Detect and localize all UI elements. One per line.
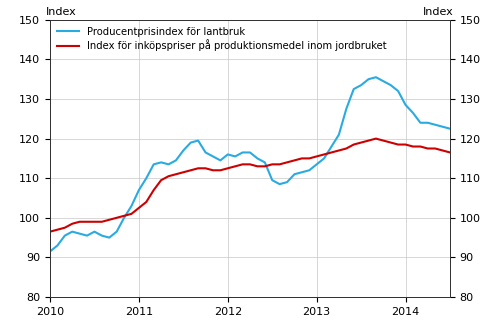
Text: Index: Index (46, 7, 77, 17)
Index för inköpspriser på produktionsmedel inom jordbruket (47, 230, 53, 234)
Producentprisindex för lantbruk (373, 75, 379, 79)
Text: Index: Index (423, 7, 454, 17)
Index för inköpspriser på produktionsmedel inom jordbruket (173, 172, 179, 176)
Producentprisindex för lantbruk (47, 249, 53, 253)
Line: Producentprisindex för lantbruk: Producentprisindex för lantbruk (50, 77, 500, 251)
Index för inköpspriser på produktionsmedel inom jordbruket (276, 162, 282, 166)
Index för inköpspriser på produktionsmedel inom jordbruket (499, 150, 500, 154)
Index för inköpspriser på produktionsmedel inom jordbruket (366, 139, 372, 143)
Producentprisindex för lantbruk (276, 182, 282, 186)
Producentprisindex för lantbruk (188, 141, 194, 145)
Legend: Producentprisindex för lantbruk, Index för inköpspriser på produktionsmedel inom: Producentprisindex för lantbruk, Index f… (53, 23, 390, 55)
Index för inköpspriser på produktionsmedel inom jordbruket (262, 164, 268, 168)
Index för inköpspriser på produktionsmedel inom jordbruket (373, 137, 379, 141)
Producentprisindex för lantbruk (173, 158, 179, 162)
Producentprisindex för lantbruk (262, 160, 268, 164)
Producentprisindex för lantbruk (366, 77, 372, 81)
Line: Index för inköpspriser på produktionsmedel inom jordbruket: Index för inköpspriser på produktionsmed… (50, 139, 500, 232)
Producentprisindex för lantbruk (499, 160, 500, 164)
Index för inköpspriser på produktionsmedel inom jordbruket (188, 168, 194, 172)
